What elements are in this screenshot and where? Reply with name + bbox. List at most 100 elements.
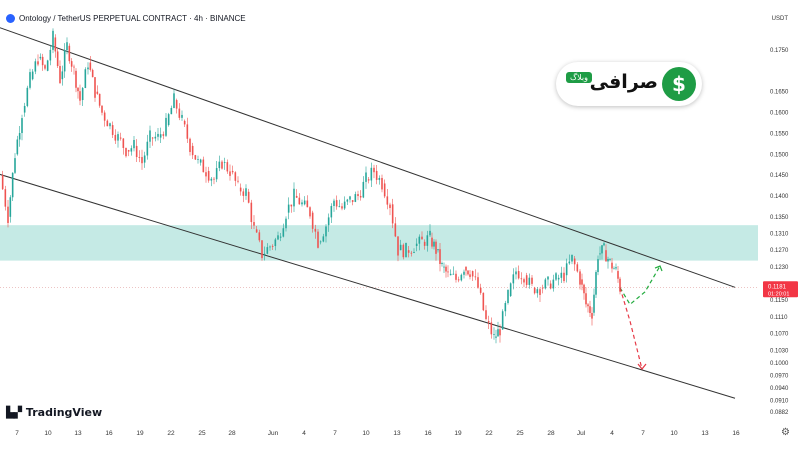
candle-body-150 [391,204,394,224]
candle-body-38 [94,77,96,98]
candle-body-206 [531,277,533,284]
candle-body-149 [389,204,391,208]
y-tick-label-2: 0.1600 [770,111,789,117]
candle-body-209 [539,289,541,295]
candle-body-95 [245,188,247,196]
x-tick-label-15: 22 [485,430,493,437]
candle-body-214 [552,279,555,289]
candle-body-79 [202,159,205,173]
candle-body-12 [31,71,34,80]
candle-body-33 [81,87,84,101]
tradingview-mark-icon: ▙▞ [6,406,22,419]
candle-body-163 [426,235,429,246]
candle-body-220 [568,261,571,264]
candle-body-78 [199,159,202,163]
watermark-badge: وبلاگ صرافی $ [556,62,702,106]
candle-body-18 [46,60,49,71]
candle-body-168 [437,249,439,251]
candle-body-73 [186,124,189,139]
candle-body-100 [258,232,261,241]
candle-body-143 [373,167,375,173]
projection-down-path [619,287,643,370]
candle-body-232 [595,272,597,295]
candle-body-208 [536,289,539,294]
candle-body-103 [266,247,269,254]
candle-body-217 [560,272,563,278]
candle-body-8 [21,118,23,134]
candle-body-69 [175,100,178,109]
candle-body-113 [293,188,295,207]
candle-body-119 [309,207,311,217]
candle-body-71 [181,114,183,118]
candle-body-211 [544,279,547,289]
candle-body-92 [237,180,239,182]
candle-body-45 [111,125,114,135]
candle-body-196 [504,303,507,312]
candle-body-75 [191,145,194,156]
candle-body-107 [277,235,279,240]
candle-body-200 [515,271,517,275]
candle-body-207 [533,287,536,294]
candle-body-174 [449,273,452,276]
candle-body-43 [106,120,109,127]
candle-body-115 [298,197,301,205]
candle-body-29 [73,66,75,68]
y-tick-label-5: 0.1450 [770,173,789,179]
x-tick-label-22: 13 [701,430,709,437]
candle-body-13 [34,61,37,72]
y-tick-label-19: 0.0882 [770,410,789,416]
candle-body-205 [528,277,531,285]
y-tick-label-13: 0.1070 [770,332,789,338]
candle-body-237 [605,250,607,262]
candle-body-81 [207,170,210,181]
x-tick-label-11: 10 [362,430,370,437]
channel-lower-line [0,173,736,399]
candle-body-32 [79,91,81,101]
candle-body-28 [70,61,73,67]
candle-body-56 [141,157,143,164]
y-tick-label-17: 0.0940 [770,386,789,392]
candle-body-70 [178,108,181,118]
candle-body-44 [109,123,111,127]
candle-body-4 [11,172,14,198]
candle-body-40 [98,93,101,106]
candle-body-22 [56,51,59,67]
candle-body-226 [583,284,585,294]
candle-body-109 [282,228,285,237]
channel-upper-line [0,27,736,288]
x-tick-label-12: 13 [393,430,401,437]
gear-icon[interactable]: ⚙ [781,427,790,438]
candle-body-98 [253,222,255,226]
candle-body-155 [405,242,407,258]
candle-body-89 [229,171,231,176]
x-tick-label-3: 16 [105,430,113,437]
candle-body-86 [221,161,223,169]
candle-body-20 [52,30,54,50]
candle-body-10 [26,87,29,106]
candle-body-96 [247,191,250,203]
candle-body-233 [597,259,599,273]
candle-body-63 [159,134,162,138]
current-price-badge [763,281,798,298]
candle-body-128 [333,200,335,206]
candle-body-197 [507,289,509,304]
candle-body-240 [611,262,613,269]
currency-label[interactable]: USDT [771,16,788,22]
candle-body-164 [429,230,431,236]
candle-body-1 [4,189,7,207]
candle-body-146 [381,177,383,190]
tradingview-logo[interactable]: ▙▞ TradingView [6,406,102,419]
projection-up-arrow [654,265,663,272]
candle-body-48 [119,137,122,139]
watermark-name: صرافی [589,71,658,93]
x-tick-label-17: 28 [547,430,555,437]
candle-body-147 [383,183,386,197]
y-tick-label-1: 0.1650 [770,90,789,96]
y-tick-label-3: 0.1550 [770,131,789,137]
y-tick-label-6: 0.1400 [770,194,789,200]
candle-body-175 [452,273,455,275]
x-tick-label-14: 19 [454,430,462,437]
candle-body-137 [357,194,359,197]
